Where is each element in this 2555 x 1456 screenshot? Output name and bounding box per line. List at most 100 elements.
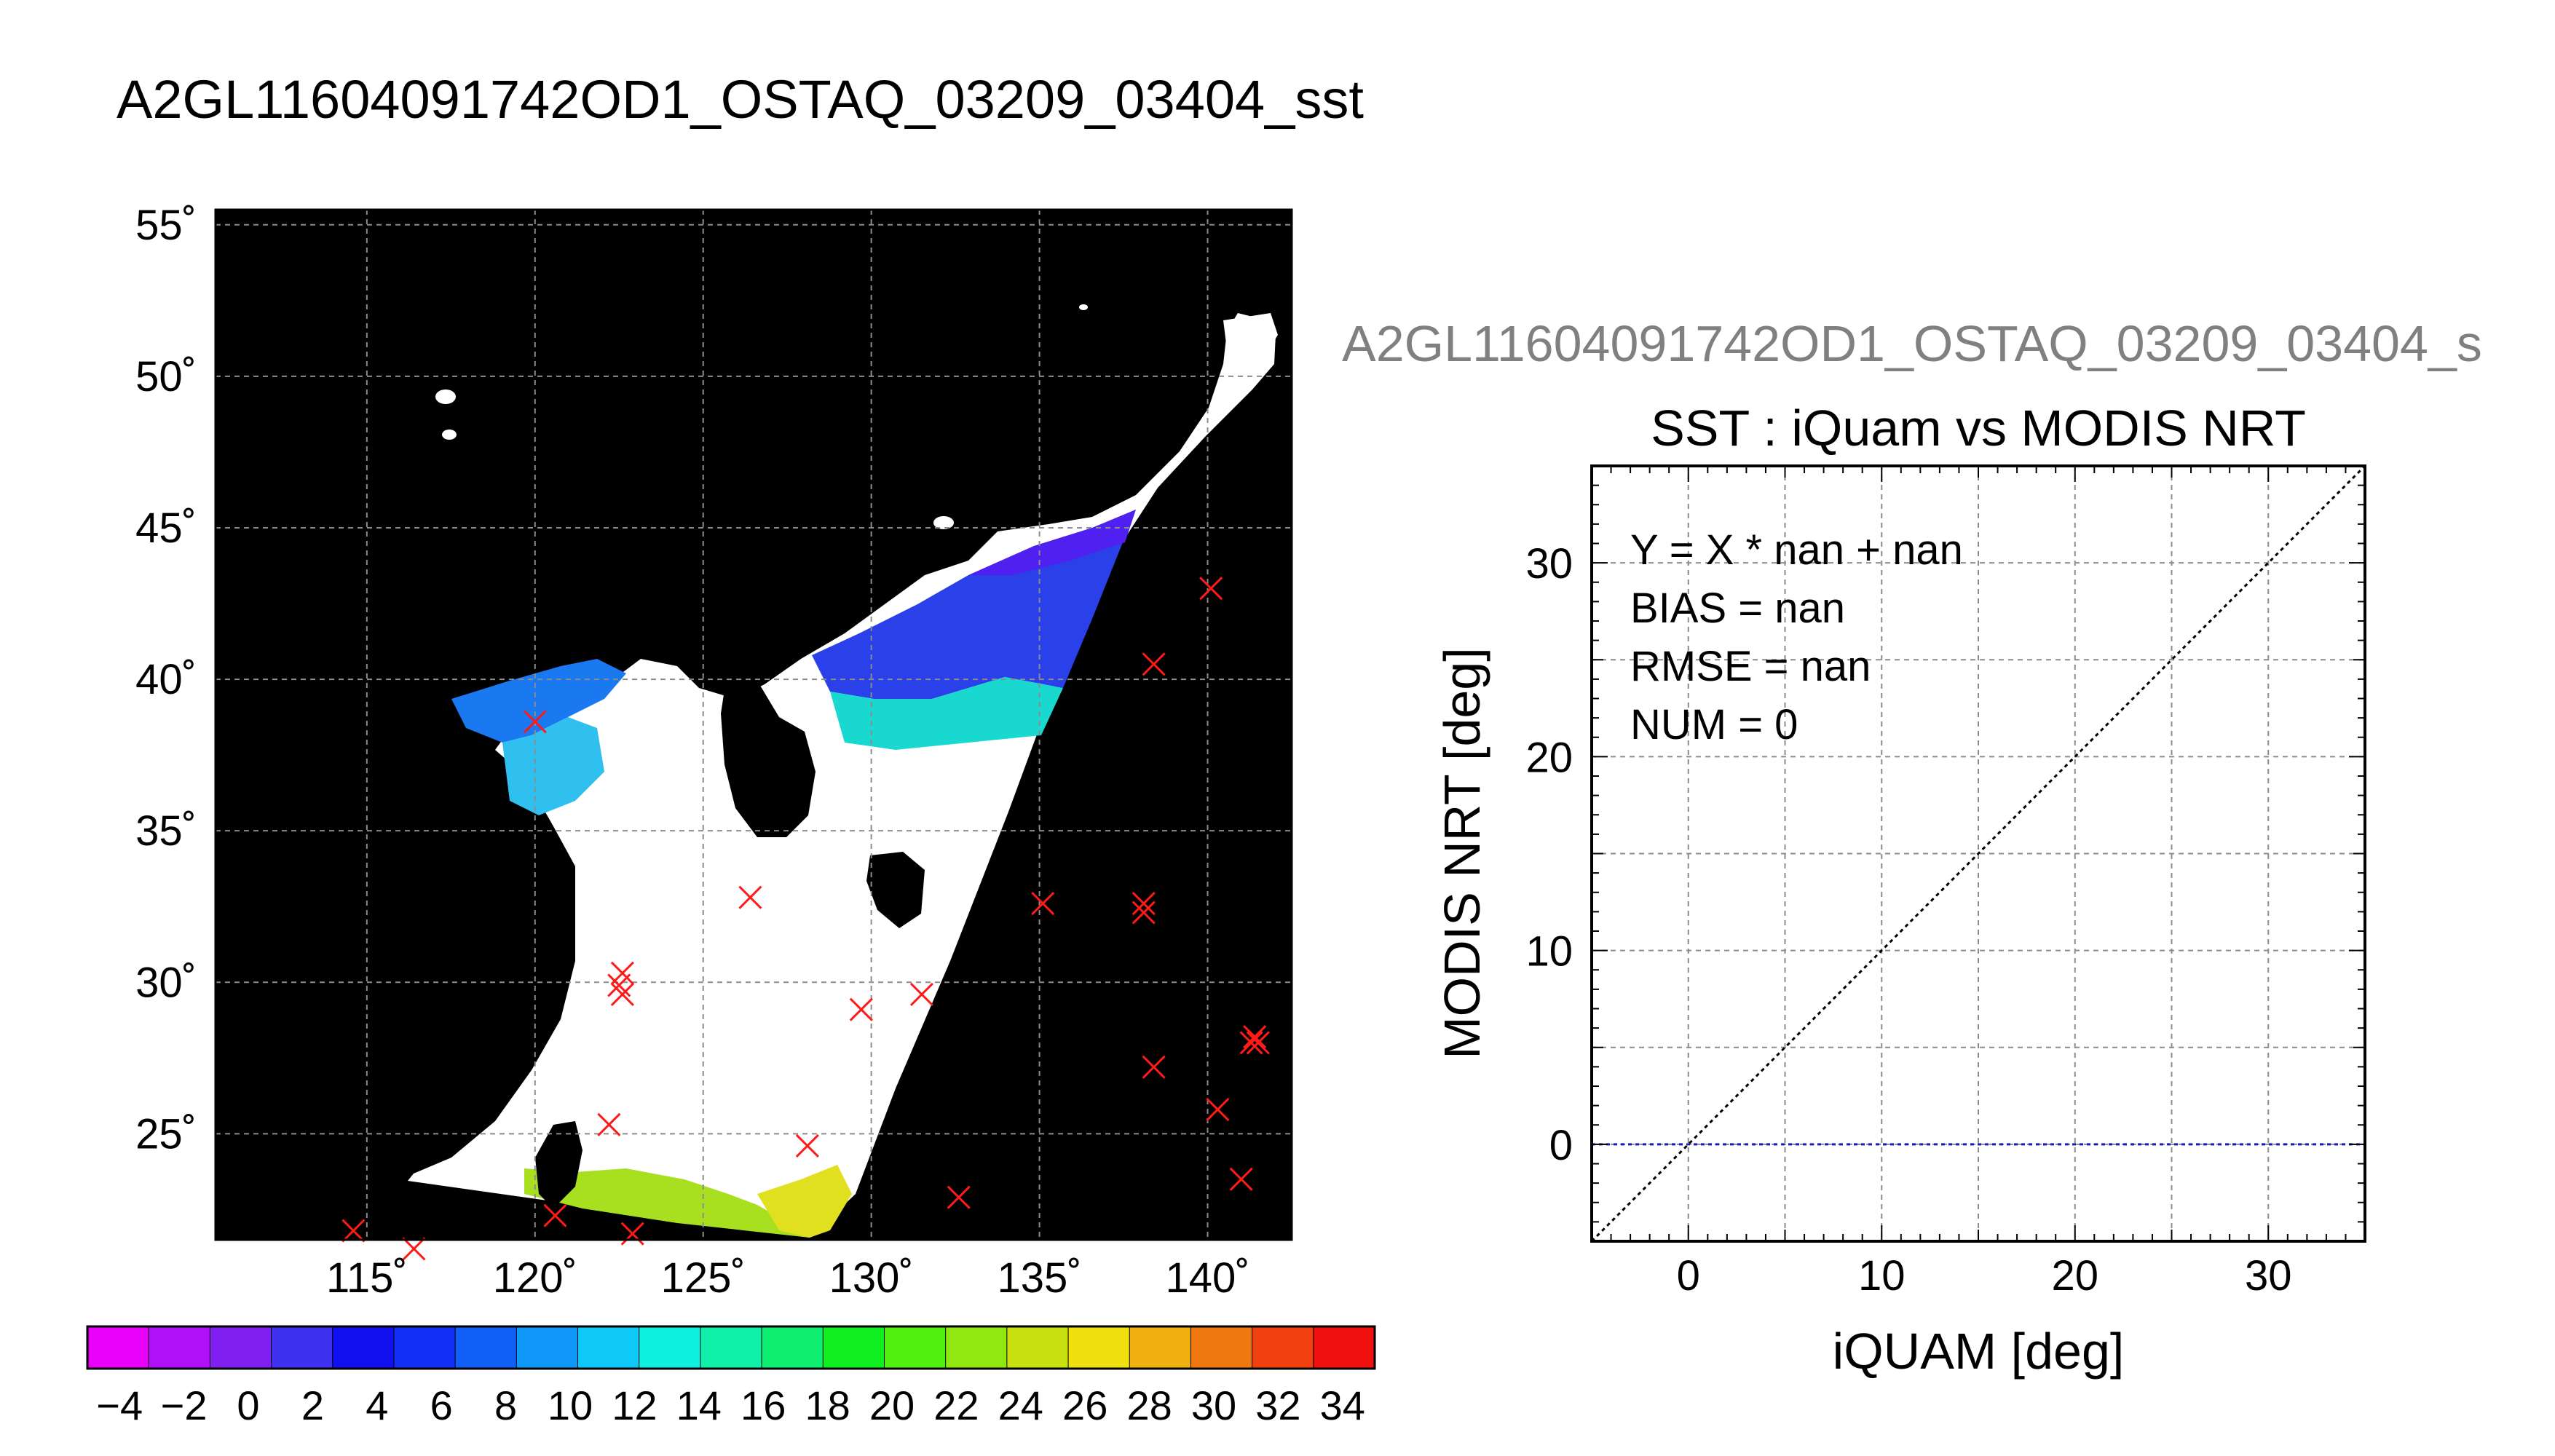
colorbar-cell (762, 1326, 824, 1369)
match-marker (597, 1112, 621, 1136)
colorbar-tick-label: 10 (548, 1382, 593, 1428)
match-marker (1132, 891, 1156, 916)
colorbar-cell (577, 1326, 640, 1369)
map-latitude-labels: 55˚ 50˚ 45˚ 40˚ 35˚ 30˚ 25˚ (135, 202, 197, 1158)
colorbar-cell (1190, 1326, 1253, 1369)
colorbar-cell (393, 1326, 456, 1369)
match-marker (1243, 1025, 1267, 1049)
map-island (1079, 304, 1088, 310)
match-marker (909, 982, 933, 1006)
colorbar-cell (1313, 1326, 1375, 1369)
colorbar-cell (149, 1326, 210, 1369)
count-value: NUM = 0 (1630, 701, 1798, 748)
match-marker (1031, 891, 1055, 916)
colorbar-tick-label: 14 (676, 1382, 722, 1428)
match-marker (795, 1133, 819, 1158)
match-marker (341, 1219, 366, 1243)
scatter-ticks (1591, 465, 2366, 1242)
scatter-ytick-label: 20 (1525, 734, 1573, 781)
colorbar-tick-label: 6 (430, 1382, 453, 1428)
map-longitude-labels: 115˚ 120˚ 125˚ 130˚ 135˚ 140˚ (326, 1254, 1250, 1302)
match-marker (610, 982, 634, 1006)
match-marker (1132, 901, 1156, 925)
scatter-tick-labels: 0 10 20 30 0 10 20 30 (1525, 540, 2291, 1299)
match-marker (1246, 1031, 1270, 1055)
lon-tick-label: 135˚ (998, 1254, 1082, 1302)
fit-equation: Y = X * nan + nan (1630, 526, 1963, 574)
lat-tick-label: 25˚ (135, 1110, 197, 1158)
sst-yellow-sea-cyan (502, 717, 604, 815)
colorbar-cell (1006, 1326, 1069, 1369)
colorbar-tick-label: 12 (612, 1382, 657, 1428)
match-marker (1142, 652, 1166, 676)
colorbar-cell (1068, 1326, 1130, 1369)
colorbar-tick-label: 32 (1255, 1382, 1300, 1428)
colorbar-cell (455, 1326, 517, 1369)
colorbar-cell (823, 1326, 885, 1369)
colorbar-tick-label: 2 (301, 1382, 324, 1428)
lon-tick-label: 125˚ (661, 1254, 746, 1302)
colorbar-cell (1129, 1326, 1191, 1369)
colorbar-cell (1252, 1326, 1314, 1369)
colorbar-cell (639, 1326, 701, 1369)
scatter-xtick-label: 0 (1677, 1252, 1700, 1299)
match-markers (341, 577, 1270, 1261)
colorbar-tick-label: 30 (1191, 1382, 1236, 1428)
identity-line (1592, 466, 2365, 1241)
colorbar-cell (884, 1326, 947, 1369)
colorbar-tick-label: 16 (741, 1382, 786, 1428)
lon-tick-label: 120˚ (493, 1254, 577, 1302)
sakhalin-hokkaido (1223, 313, 1278, 371)
scatter-ytick-label: 0 (1549, 1122, 1573, 1169)
map-island (933, 516, 954, 529)
scatter-panel: A2GL11604091742OD1_OSTAQ_03209_03404_s S… (1342, 315, 2482, 1380)
lon-tick-label: 115˚ (326, 1254, 408, 1302)
match-marker (947, 1185, 971, 1209)
page-title: A2GL11604091742OD1_OSTAQ_03209_03404_sst (117, 69, 1364, 130)
match-marker (402, 1237, 426, 1261)
match-marker (1239, 1031, 1263, 1055)
sst-bohai-blue (451, 659, 626, 743)
colorbar-cell (516, 1326, 579, 1369)
sst-map: 55˚ 50˚ 45˚ 40˚ 35˚ 30˚ 25˚ 115˚ 120˚ 125˚ 130˚ 13… (135, 202, 1293, 1302)
taiwan (535, 1121, 583, 1208)
colorbar-tick-label: 24 (998, 1382, 1043, 1428)
lat-tick-label: 30˚ (135, 959, 197, 1006)
sst-sea-japan-cyan (830, 677, 1063, 750)
colorbar-tick-label: 28 (1126, 1382, 1172, 1428)
match-marker (1206, 1097, 1230, 1122)
match-marker (1229, 1167, 1253, 1191)
match-marker (523, 710, 547, 734)
sst-south-green (524, 1168, 810, 1238)
colorbar-tick-label: 22 (933, 1382, 979, 1428)
map-frame (214, 208, 1293, 1241)
lat-tick-label: 50˚ (135, 353, 197, 400)
colorbar-tick-label: 26 (1062, 1382, 1107, 1428)
sst-south-yellow (757, 1165, 852, 1238)
colorbar-tick-label: 20 (869, 1382, 915, 1428)
rmse-value: RMSE = nan (1630, 643, 1871, 690)
match-marker (607, 973, 631, 997)
scatter-xtick-label: 20 (2051, 1252, 2098, 1299)
match-marker (849, 997, 873, 1021)
match-marker (543, 1203, 567, 1227)
scatter-header: A2GL11604091742OD1_OSTAQ_03209_03404_s (1342, 315, 2482, 372)
scatter-ytick-label: 10 (1525, 928, 1573, 976)
scatter-xtick-label: 10 (1858, 1252, 1906, 1299)
scatter-xtick-label: 30 (2245, 1252, 2292, 1299)
lat-tick-label: 45˚ (135, 505, 197, 552)
colorbar-tick-label: 4 (366, 1382, 388, 1428)
map-island (442, 430, 457, 440)
colorbar-tick-label: 18 (805, 1382, 850, 1428)
x-axis-label: iQUAM [deg] (1833, 1323, 2125, 1380)
scatter-title: SST : iQuam vs MODIS NRT (1651, 400, 2306, 456)
map-gridlines (216, 210, 1292, 1240)
match-marker (1142, 1055, 1166, 1079)
lat-tick-label: 35˚ (135, 807, 197, 855)
colorbar-cell (271, 1326, 333, 1369)
colorbar-cell (87, 1326, 149, 1369)
colorbar-frame (86, 1325, 1376, 1370)
korea-peninsula (721, 666, 816, 837)
bias-value: BIAS = nan (1630, 585, 1845, 632)
